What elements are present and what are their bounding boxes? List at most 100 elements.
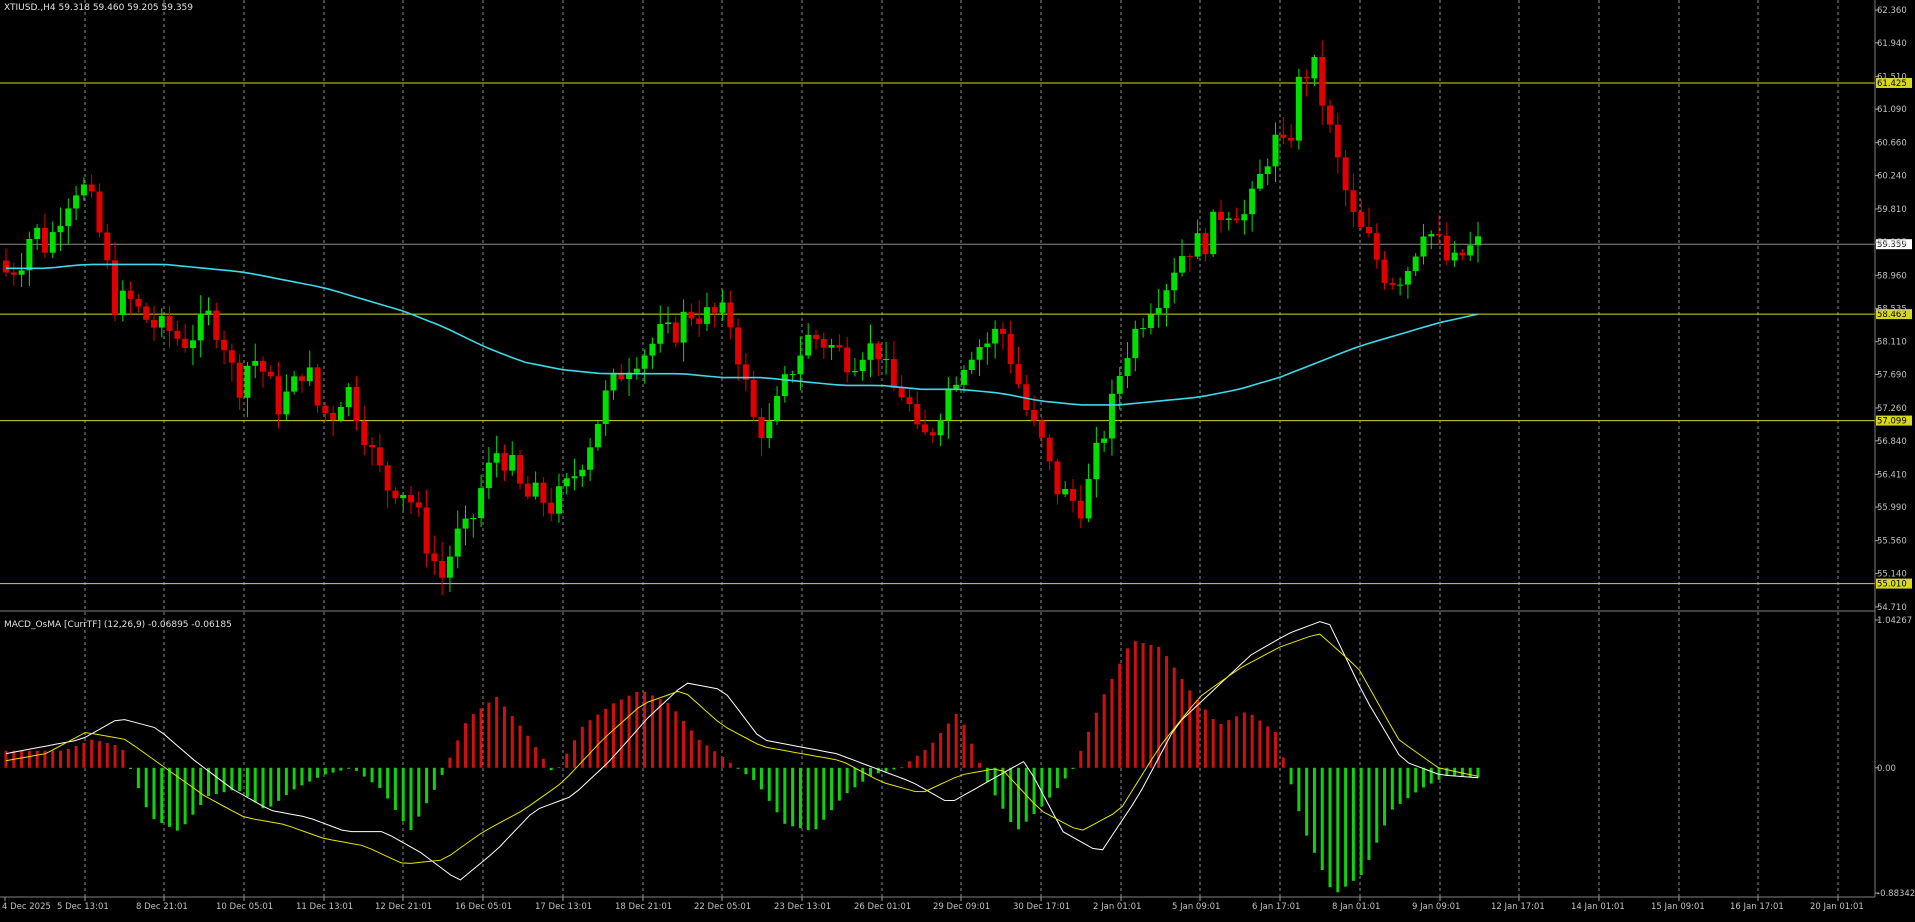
price-tick-label: 59.810 <box>1877 205 1907 215</box>
price-tick-label: 56.840 <box>1877 437 1907 447</box>
candle-body <box>1054 461 1060 494</box>
osma-bar <box>1313 768 1316 853</box>
candle-body <box>533 483 539 497</box>
time-tick-label: 18 Dec 21:01 <box>615 902 672 912</box>
candle-body <box>906 397 912 404</box>
osma-bar <box>690 730 693 767</box>
price-tick-label: 57.260 <box>1877 404 1907 414</box>
candle-body <box>525 484 531 497</box>
time-tick-label: 23 Dec 13:01 <box>774 902 831 912</box>
time-tick-label: 17 Dec 13:01 <box>535 902 592 912</box>
osma-bar <box>324 768 327 775</box>
osma-bar <box>1305 768 1308 836</box>
osma-bar <box>347 768 350 769</box>
candle-body <box>790 374 796 375</box>
osma-bar <box>386 768 389 799</box>
candle-body <box>704 307 710 324</box>
osma-bar <box>238 768 241 791</box>
osma-bar <box>184 768 187 824</box>
candle-body <box>1195 233 1201 256</box>
time-tick-label: 6 Jan 17:01 <box>1252 902 1300 912</box>
candle-body <box>1047 438 1053 462</box>
osma-bar <box>316 768 319 778</box>
candle-body <box>579 470 585 477</box>
osma-bar <box>970 744 973 768</box>
candle-body <box>167 316 173 331</box>
candle-body <box>252 361 258 366</box>
osma-bar <box>1430 768 1433 784</box>
candle-body <box>330 413 336 420</box>
osma-bar <box>519 726 522 768</box>
price-tick-label: 61.090 <box>1877 105 1907 115</box>
candle-body <box>73 195 79 208</box>
osma-bar <box>1399 768 1402 804</box>
candle-body <box>1179 256 1185 273</box>
time-tick-label: 22 Dec 05:01 <box>694 902 751 912</box>
osma-bar <box>456 740 459 767</box>
osma-bar <box>1367 768 1370 860</box>
osma-bar <box>1461 768 1464 776</box>
candle-body <box>758 417 764 438</box>
osma-bar <box>1321 768 1324 870</box>
osma-bar <box>526 736 529 768</box>
candle-body <box>244 366 250 398</box>
osma-bar <box>51 751 54 768</box>
candle-body <box>883 359 889 360</box>
time-tick-label: 20 Jan 01:01 <box>1810 902 1864 912</box>
osma-bar <box>262 768 265 808</box>
osma-bar <box>1360 768 1363 875</box>
candle-body <box>1093 443 1099 479</box>
osma-bar <box>534 747 537 768</box>
candle-body <box>307 367 313 381</box>
osma-bar <box>1329 768 1332 887</box>
candle-body <box>19 270 25 274</box>
price-tick-label: 61.510 <box>1877 72 1907 82</box>
osma-bar <box>620 700 623 768</box>
candle-body <box>1280 135 1286 138</box>
osma-bar <box>1243 712 1246 767</box>
osma-bar <box>75 746 78 768</box>
candle-body <box>945 388 951 420</box>
osma-bar <box>448 758 451 768</box>
time-tick-label: 16 Dec 05:01 <box>455 902 512 912</box>
candle-body <box>1125 358 1131 376</box>
osma-bar <box>363 768 366 777</box>
candle-body <box>431 553 437 560</box>
candle-body <box>1288 138 1294 141</box>
candle-body <box>938 420 944 435</box>
candle-body <box>829 345 835 348</box>
macd-title: MACD_OsMA [CurrTF] (12,26,9) -0.06895 -0… <box>4 620 232 630</box>
candle-body <box>868 343 874 359</box>
osma-bar <box>861 768 864 782</box>
candle-body <box>26 239 32 270</box>
osma-bar <box>378 768 381 788</box>
osma-bar <box>1375 768 1378 843</box>
candle-body <box>782 374 788 396</box>
osma-bar <box>114 745 117 768</box>
candle-body <box>174 331 180 339</box>
osma-bar <box>1391 768 1394 810</box>
osma-bar <box>744 768 747 774</box>
candle-body <box>291 376 297 391</box>
candle-body <box>408 495 414 502</box>
candle-body <box>642 356 648 369</box>
candle-body <box>696 318 702 323</box>
osma-bar <box>425 768 428 803</box>
time-tick-label: 11 Dec 13:01 <box>296 902 353 912</box>
osma-bar <box>705 746 708 768</box>
osma-bar <box>947 723 950 767</box>
candle-body <box>1117 376 1123 394</box>
candle-body <box>283 392 289 415</box>
price-tick-label: 57.690 <box>1877 370 1907 380</box>
candle-body <box>3 261 9 273</box>
candle-body <box>1257 174 1263 189</box>
price-tick-label: 60.240 <box>1877 171 1907 181</box>
time-tick-label: 30 Dec 17:01 <box>1013 902 1070 912</box>
candle-body <box>1062 489 1068 494</box>
candle-body <box>1086 479 1092 518</box>
candle <box>315 364 321 413</box>
osma-bar <box>1297 768 1300 811</box>
price-tick-label: 55.990 <box>1877 503 1907 513</box>
